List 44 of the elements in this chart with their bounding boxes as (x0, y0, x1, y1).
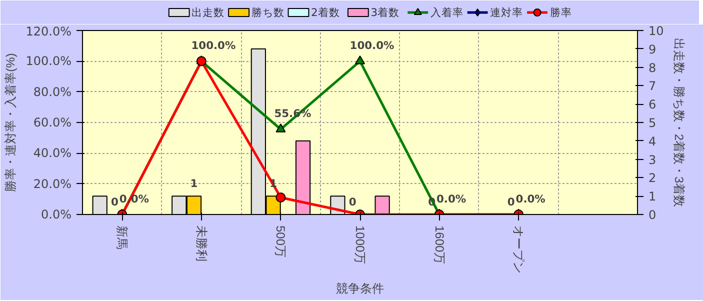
data-label: 0 (507, 196, 515, 208)
data-label: 100.0% (191, 39, 236, 52)
legend-label: 2着数 (311, 6, 340, 19)
point (276, 124, 286, 132)
y-tick-label: 60.0% (33, 116, 72, 130)
y2-tick-label: 3 (648, 152, 656, 167)
legend-label: 入着率 (430, 6, 464, 19)
data-label: 0.0% (436, 192, 466, 206)
y-tick-label: 100.0% (26, 54, 72, 68)
legend-label: 出走数 (192, 6, 225, 19)
y2-tick-label: 1 (648, 190, 656, 204)
y2-axis-title: 出走数・勝ち数・2着数・3着数 (672, 38, 686, 208)
data-label: 0.0% (516, 192, 546, 206)
legend-label: 3着数 (370, 6, 400, 19)
y2-tick-label: 5 (648, 116, 656, 130)
x-tick-label: 新馬 (115, 226, 130, 250)
legend-label: 勝ち数 (251, 6, 284, 19)
data-label: 0 (348, 196, 356, 208)
y-axis-title: 勝率・連対率・入着率(%) (4, 53, 18, 192)
y-tick-label: 40.0% (33, 146, 72, 160)
y2-tick-label: 4 (648, 134, 656, 148)
y2-tick-label: 9 (648, 42, 656, 56)
x-tick-label: 1000万 (353, 226, 367, 264)
point (355, 55, 365, 64)
y-tick-label: 20.0% (33, 176, 72, 191)
y-tick-label: 80.0% (33, 84, 72, 99)
y2-tick-label: 0 (648, 208, 656, 222)
y-tick-label: 0.0% (41, 208, 72, 222)
x-tick-label: オープン (512, 226, 526, 274)
y-tick-label: 120.0% (26, 24, 72, 38)
x-tick-label: 500万 (274, 226, 288, 258)
legend-label: 連対率 (490, 6, 524, 19)
x-tick-label: 1600万 (432, 226, 446, 264)
y2-tick-label: 2 (648, 171, 656, 186)
data-label: 1 (190, 177, 198, 190)
data-label: 0 (111, 196, 118, 208)
data-label: 100.0% (350, 39, 395, 52)
x-tick-label: 未勝利 (194, 226, 208, 262)
y2-tick-label: 7 (648, 79, 656, 94)
legend-label: 勝率 (550, 6, 572, 19)
y2-tick-label: 10 (648, 24, 664, 38)
y2-tick-label: 8 (648, 60, 656, 75)
x-axis-title: 競争条件 (336, 282, 384, 296)
y2-tick-label: 6 (648, 98, 656, 112)
